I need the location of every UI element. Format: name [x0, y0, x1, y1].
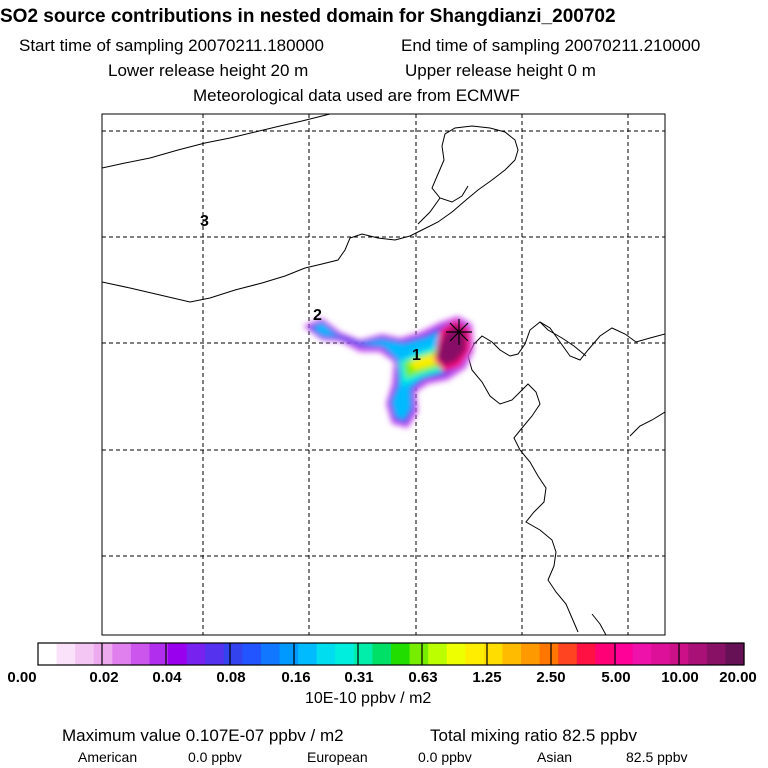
- colorbar-swatch-27: [539, 643, 559, 665]
- colorbar-tick-9: 5.00: [601, 669, 631, 686]
- colorbar-tick-4: 0.16: [281, 669, 311, 686]
- colorbar-swatch-12: [260, 643, 281, 665]
- end-time-label: End time of sampling 20070211.210000: [401, 36, 701, 55]
- source-label-3: 3: [200, 213, 209, 230]
- colorbar-tick-7: 1.25: [472, 669, 502, 686]
- colorbar-swatch-19: [391, 643, 411, 665]
- colorbar-swatch-24: [483, 643, 504, 665]
- max-value-label: Maximum value 0.107E-07 ppbv / m2: [62, 726, 344, 745]
- colorbar-swatch-37: [725, 643, 745, 665]
- colorbar-swatch-28: [558, 643, 578, 665]
- colorbar-swatch-2: [75, 643, 95, 665]
- concentration-plume: [303, 316, 474, 428]
- colorbar-swatch-10: [223, 643, 243, 665]
- colorbar-swatch-23: [465, 643, 485, 665]
- chart-title: SO2 source contributions in nested domai…: [0, 6, 616, 27]
- colorbar-tick-8: 2.50: [536, 669, 566, 686]
- colorbar-swatch-16: [335, 643, 355, 665]
- colorbar-swatch-30: [595, 643, 615, 665]
- european-label: European: [307, 749, 368, 765]
- american-label: American: [78, 749, 138, 765]
- colorbar-swatch-31: [613, 643, 634, 665]
- colorbar-swatch-21: [428, 643, 448, 665]
- colorbar-tick-10: 10.00: [661, 669, 699, 686]
- colorbar-swatch-8: [186, 643, 206, 665]
- colorbar-swatch-20: [409, 643, 429, 665]
- asian-label: Asian: [537, 749, 573, 765]
- colorbar-tick-0: 0.00: [7, 669, 37, 686]
- source-label-2: 2: [313, 307, 322, 324]
- colorbar-tick-marks: [101, 643, 680, 665]
- colorbar-swatch-0: [38, 643, 58, 665]
- colorbar-swatch-5: [130, 643, 151, 665]
- colorbar-swatch-4: [112, 643, 132, 665]
- colorbar-swatch-36: [706, 643, 727, 665]
- colorbar-swatch-14: [298, 643, 318, 665]
- colorbar-swatch-25: [502, 643, 522, 665]
- colorbar-swatch-17: [353, 643, 374, 665]
- upper-height-label: Upper release height 0 m: [405, 61, 596, 80]
- colorbar-swatch-18: [372, 643, 392, 665]
- source-label-1: 1: [412, 347, 421, 364]
- european-value: 0.0 ppbv: [418, 749, 472, 765]
- map-frame: [101, 113, 666, 636]
- colorbar-tick-3: 0.08: [216, 669, 246, 686]
- colorbar-swatch-7: [168, 643, 188, 665]
- total-mixing-ratio-label: Total mixing ratio 82.5 ppbv: [430, 726, 637, 745]
- colorbar-swatch-9: [205, 643, 225, 665]
- met-data-label: Meteorological data used are from ECMWF: [193, 86, 520, 105]
- colorbar-tick-2: 0.04: [152, 669, 182, 686]
- grid-lines: [102, 114, 665, 635]
- colorbar-units: 10E-10 ppbv / m2: [305, 690, 432, 707]
- colorbar-tick-1: 0.02: [89, 669, 119, 686]
- asian-value: 82.5 ppbv: [626, 749, 688, 765]
- colorbar-swatch-32: [632, 643, 652, 665]
- colorbar-swatch-26: [521, 643, 541, 665]
- colorbar-swatch-15: [316, 643, 336, 665]
- start-time-label: Start time of sampling 20070211.180000: [19, 36, 324, 55]
- lower-height-label: Lower release height 20 m: [108, 61, 309, 80]
- colorbar-swatch-6: [149, 643, 169, 665]
- colorbar-swatch-33: [651, 643, 671, 665]
- receptor-cross-icon: [446, 319, 472, 345]
- colorbar-swatch-3: [93, 643, 113, 665]
- colorbar-tick-6: 0.63: [408, 669, 438, 686]
- colorbar: [38, 643, 745, 665]
- coastlines: [102, 114, 665, 635]
- colorbar-swatch-1: [56, 643, 76, 665]
- colorbar-swatch-29: [576, 643, 596, 665]
- colorbar-tick-11: 20.00: [719, 669, 757, 686]
- colorbar-swatch-11: [242, 643, 262, 665]
- colorbar-swatch-13: [279, 643, 299, 665]
- colorbar-swatch-22: [446, 643, 466, 665]
- american-value: 0.0 ppbv: [188, 749, 242, 765]
- colorbar-swatch-35: [688, 643, 708, 665]
- colorbar-frame: [37, 642, 745, 666]
- colorbar-tick-5: 0.31: [344, 669, 374, 686]
